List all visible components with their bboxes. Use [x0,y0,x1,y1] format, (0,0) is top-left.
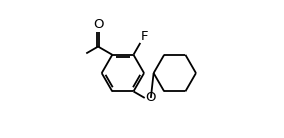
Text: O: O [145,91,156,104]
Text: F: F [141,30,149,43]
Text: O: O [93,18,103,31]
